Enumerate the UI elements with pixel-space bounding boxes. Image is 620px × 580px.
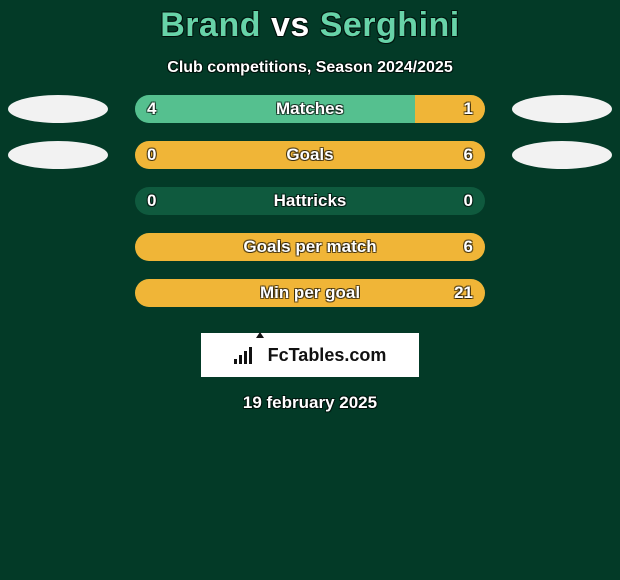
subtitle: Club competitions, Season 2024/2025	[0, 59, 620, 77]
title-player-right: Serghini	[320, 6, 460, 44]
comparison-infographic: Brand vs Serghini Club competitions, Sea…	[0, 0, 620, 580]
stat-label: Hattricks	[135, 187, 485, 215]
attribution-badge: FcTables.com	[201, 333, 419, 377]
bars-icon	[234, 346, 252, 364]
attribution-text: FcTables.com	[268, 345, 387, 366]
stat-bar-track: Goals per match6	[135, 233, 485, 261]
player-photo-placeholder-right	[512, 141, 612, 169]
player-photo-placeholder-left	[8, 95, 108, 123]
stat-bar-fill-right	[135, 141, 485, 169]
stat-bar-fill-left	[135, 95, 415, 123]
stat-row: Matches41	[0, 95, 620, 123]
stat-bar-track: Goals06	[135, 141, 485, 169]
stat-bar-track: Min per goal21	[135, 279, 485, 307]
date-label: 19 february 2025	[0, 393, 620, 413]
stat-row: Goals per match6	[0, 233, 620, 261]
player-photo-placeholder-left	[8, 141, 108, 169]
trend-arrow-icon	[256, 332, 264, 338]
title-player-left: Brand	[160, 6, 261, 44]
stat-row: Goals06	[0, 141, 620, 169]
title-vs: vs	[271, 6, 310, 44]
stat-bar-fill-right	[135, 279, 485, 307]
stat-bar-fill-right	[135, 233, 485, 261]
stats-container: Matches41 Goals06 Hattricks0 0 Goals per mat…	[0, 95, 620, 307]
stat-bar-track: Matches41	[135, 95, 485, 123]
stat-value-left: 0	[147, 187, 156, 215]
stat-row: Hattricks0 0	[0, 187, 620, 215]
stat-row: Min per goal21	[0, 279, 620, 307]
stat-bar-fill-right	[415, 95, 485, 123]
stat-bar-track: Hattricks0 0	[135, 187, 485, 215]
player-photo-placeholder-right	[512, 95, 612, 123]
page-title: Brand vs Serghini	[0, 0, 620, 45]
stat-value-right: 0	[464, 187, 473, 215]
